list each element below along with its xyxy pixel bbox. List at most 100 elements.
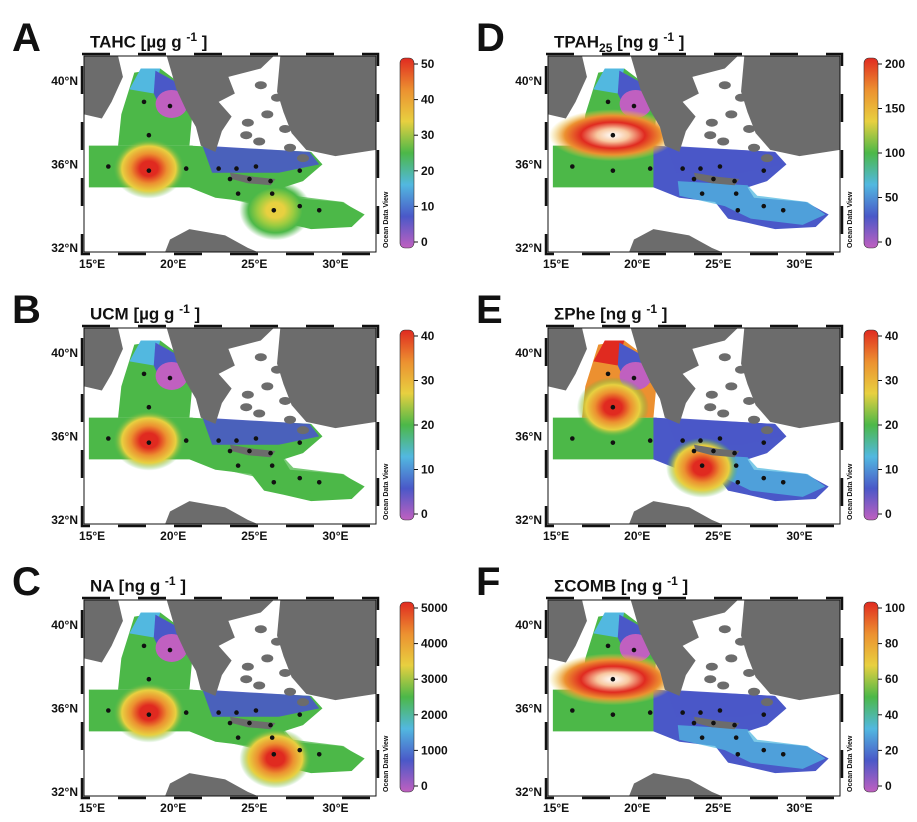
station-marker — [761, 747, 767, 753]
colorbar-tick-label: 5000 — [421, 601, 448, 615]
colorbar-tick-label: 0 — [421, 235, 428, 249]
station-marker — [717, 708, 723, 713]
colorbar-tick-label: 10 — [421, 199, 435, 213]
station-marker — [780, 207, 786, 213]
station-marker — [253, 436, 259, 441]
odv-watermark: Ocean Data View — [383, 735, 390, 792]
panel-letter: D — [476, 16, 505, 60]
station-marker — [605, 643, 611, 649]
colorbar-tick-label: 30 — [885, 374, 899, 388]
colorbar-tick-label: 40 — [421, 329, 435, 343]
station-marker — [183, 710, 189, 715]
colorbar — [399, 57, 415, 249]
lat-tick-label: 36°N — [515, 157, 542, 171]
lat-tick-label: 40°N — [515, 74, 542, 88]
station-marker — [146, 712, 152, 717]
map-plot: 40°N 36°N 32°N15°E 20°E 25°E 30°E Ocean Data V… — [51, 596, 448, 815]
lon-tick-label: 30°E — [786, 801, 812, 815]
lon-tick-label: 20°E — [160, 257, 186, 271]
station-marker — [235, 463, 241, 468]
station-marker — [234, 710, 239, 715]
station-marker — [167, 647, 173, 653]
station-marker — [234, 166, 239, 171]
lon-tick-label: 15°E — [543, 257, 569, 271]
station-marker — [698, 438, 703, 443]
panel-title: ΣCOMB [ng g -1 ] — [554, 574, 689, 596]
station-marker — [761, 203, 767, 209]
station-marker — [297, 440, 303, 445]
station-marker — [610, 168, 616, 173]
station-marker — [146, 404, 152, 410]
lat-tick-label: 32°N — [515, 513, 542, 527]
map-plot: 40°N 36°N 32°N15°E 20°E 25°E 30°E Ocean Data V… — [515, 596, 905, 815]
colorbar-tick-label: 30 — [421, 128, 435, 142]
station-marker — [732, 722, 737, 728]
map-plot: 40°N 36°N 32°N15°E 20°E 25°E 30°E Ocean Data V… — [51, 52, 435, 271]
lat-tick-label: 32°N — [515, 785, 542, 799]
odv-watermark: Ocean Data View — [847, 463, 854, 520]
colorbar — [863, 329, 879, 521]
odv-watermark: Ocean Data View — [383, 463, 390, 520]
station-marker — [216, 710, 221, 715]
station-marker — [570, 708, 575, 713]
colorbar — [399, 329, 415, 521]
lon-tick-label: 20°E — [160, 801, 186, 815]
colorbar-tick-label: 30 — [421, 374, 435, 388]
lat-tick-label: 40°N — [515, 618, 542, 632]
lon-tick-label: 30°E — [786, 257, 812, 271]
station-marker — [680, 166, 685, 171]
station-marker — [780, 479, 786, 485]
panel-f: 40°N 36°N 32°N 15°E 20°E 25°E 30°E Ocean Data V… — [476, 562, 916, 822]
station-marker — [647, 166, 653, 171]
station-marker — [733, 191, 739, 196]
station-marker — [698, 710, 703, 715]
station-marker — [732, 450, 737, 456]
panel-title: TPAH25 [ng g -1 ] — [554, 30, 685, 56]
station-marker — [227, 176, 233, 182]
station-marker — [691, 176, 697, 182]
station-marker — [733, 463, 739, 468]
station-marker — [297, 168, 303, 173]
lat-tick-label: 32°N — [51, 241, 78, 255]
lon-tick-label: 30°E — [786, 529, 812, 543]
colorbar-tick-label: 10 — [421, 463, 435, 477]
panel-letter: B — [12, 288, 41, 332]
lon-tick-label: 15°E — [79, 257, 105, 271]
colorbar-tick-label: 50 — [885, 191, 899, 205]
station-marker — [698, 166, 703, 171]
station-marker — [253, 708, 259, 713]
station-marker — [699, 735, 705, 740]
colorbar-tick-label: 0 — [885, 779, 892, 793]
lat-tick-label: 40°N — [51, 618, 78, 632]
station-marker — [268, 450, 273, 456]
lat-tick-label: 32°N — [51, 513, 78, 527]
station-marker — [247, 720, 252, 726]
station-marker — [141, 99, 147, 105]
lon-tick-label: 15°E — [543, 529, 569, 543]
lon-tick-label: 25°E — [241, 801, 267, 815]
station-marker — [141, 643, 147, 649]
colorbar-tick-label: 4000 — [421, 637, 448, 651]
panel-letter: A — [12, 16, 41, 60]
colorbar-tick-label: 150 — [885, 102, 905, 116]
station-marker — [647, 438, 653, 443]
lon-tick-label: 25°E — [705, 257, 731, 271]
station-marker — [631, 647, 637, 653]
lon-tick-label: 30°E — [322, 801, 348, 815]
colorbar-tick-label: 40 — [885, 708, 899, 722]
station-marker — [235, 735, 241, 740]
station-marker — [732, 178, 737, 184]
station-marker — [610, 440, 616, 445]
lat-tick-label: 36°N — [51, 157, 78, 171]
station-marker — [106, 436, 111, 441]
colorbar-tick-label: 0 — [421, 779, 428, 793]
colorbar-tick-label: 50 — [421, 57, 435, 71]
station-marker — [146, 440, 152, 445]
station-marker — [234, 438, 239, 443]
station-marker — [780, 751, 786, 757]
colorbar-tick-label: 1000 — [421, 743, 448, 757]
panel-b: 40°N 36°N 32°N 15°E 20°E 25°E 30°E Ocean Data V… — [12, 290, 452, 550]
station-marker — [761, 168, 767, 173]
station-marker — [106, 164, 111, 169]
lon-tick-label: 25°E — [705, 801, 731, 815]
